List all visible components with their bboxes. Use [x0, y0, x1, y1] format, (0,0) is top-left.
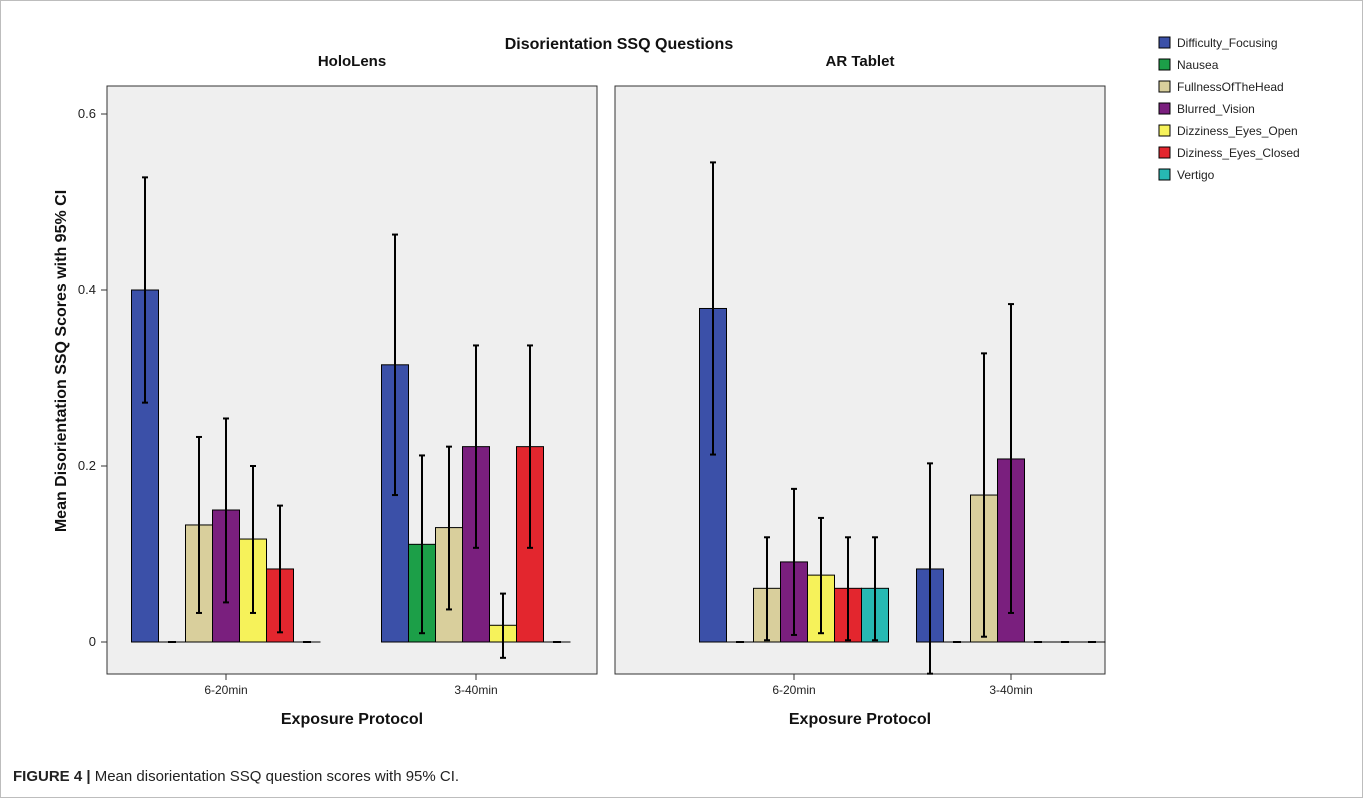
chart-title: Disorientation SSQ Questions: [505, 36, 734, 53]
legend-label: Vertigo: [1177, 168, 1215, 182]
x-tick-label: 6-20min: [204, 683, 247, 697]
legend-swatch: [1158, 168, 1171, 181]
x-tick-label: 6-20min: [772, 683, 815, 697]
legend-swatch: [1158, 102, 1171, 115]
legend-label: Nausea: [1177, 58, 1219, 72]
caption-label: FIGURE 4 |: [13, 768, 91, 785]
legend-swatch: [1158, 146, 1171, 159]
panel-title: HoloLens: [318, 53, 386, 70]
legend-label: Diziness_Eyes_Closed: [1177, 146, 1300, 160]
legend-label: FullnessOfTheHead: [1177, 80, 1284, 94]
legend-swatch: [1158, 58, 1171, 71]
y-tick-label: 0.6: [78, 106, 96, 121]
panel-title: AR Tablet: [826, 53, 895, 70]
caption-text: Mean disorientation SSQ question scores …: [90, 768, 460, 785]
y-tick-label: 0: [89, 634, 96, 649]
bar: [131, 289, 159, 643]
x-axis-label: Exposure Protocol: [789, 711, 931, 728]
y-tick-label: 0.2: [78, 458, 96, 473]
legend-label: Difficulty_Focusing: [1177, 36, 1278, 50]
legend-swatch: [1158, 36, 1171, 49]
y-tick-label: 0.4: [78, 282, 96, 297]
x-tick-label: 3-40min: [989, 683, 1032, 697]
legend-label: Blurred_Vision: [1177, 102, 1255, 116]
x-axis-label: Exposure Protocol: [281, 711, 423, 728]
legend-swatch: [1158, 80, 1171, 93]
x-tick-label: 3-40min: [454, 683, 497, 697]
legend-swatch: [1158, 124, 1171, 137]
panel-background: [614, 85, 1106, 675]
y-axis-label: Mean Disorientation SSQ Scores with 95% …: [53, 190, 70, 532]
legend-label: Dizziness_Eyes_Open: [1177, 124, 1298, 138]
figure-caption: FIGURE 4 | Mean disorientation SSQ quest…: [13, 768, 459, 785]
ssq-bar-chart: Disorientation SSQ Questions Mean Disorie…: [53, 36, 1300, 728]
